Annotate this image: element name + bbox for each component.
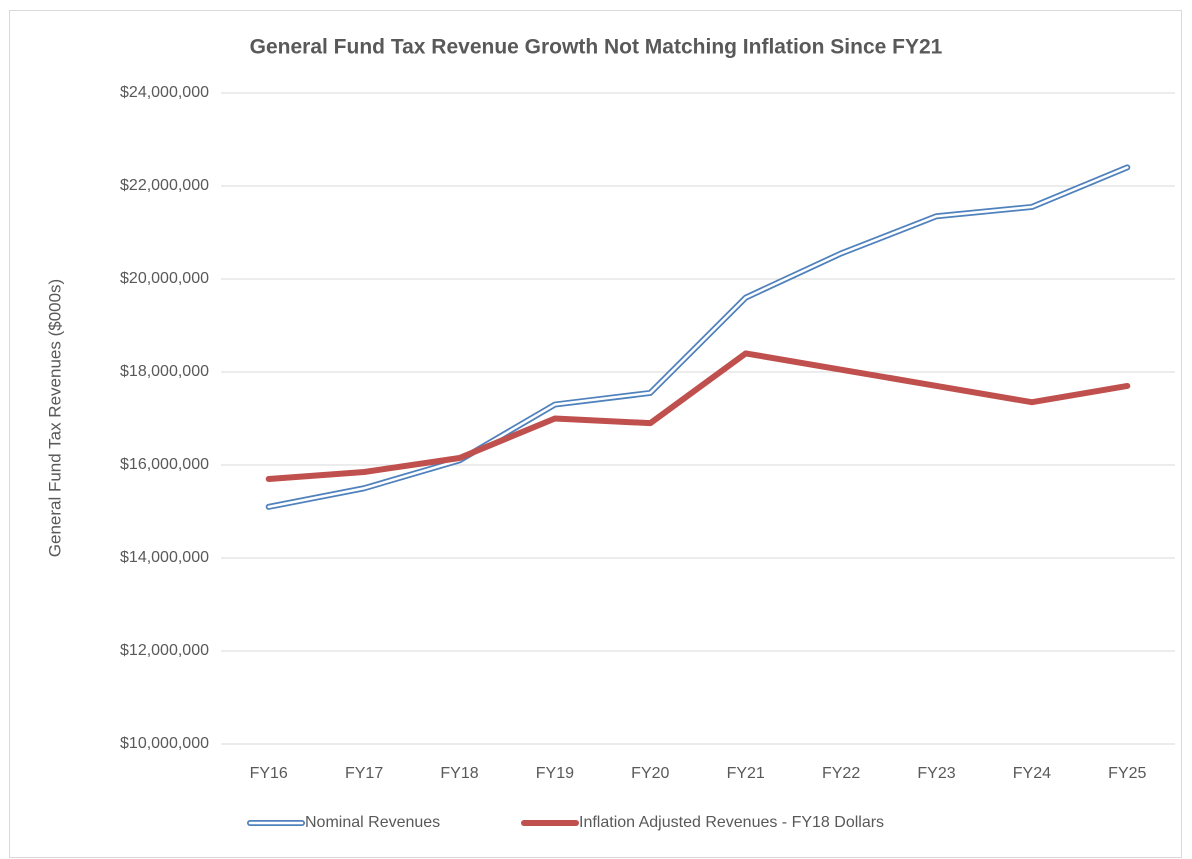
series-line-inner (267, 166, 1129, 509)
x-tick-label: FY17 (345, 765, 383, 782)
x-tick-label: FY16 (250, 765, 288, 782)
x-tick-label: FY23 (917, 765, 955, 782)
y-tick-label: $20,000,000 (120, 270, 209, 287)
y-tick-label: $24,000,000 (120, 84, 209, 101)
legend-label: Nominal Revenues (305, 814, 440, 831)
y-tick-label: $14,000,000 (120, 549, 209, 566)
y-tick-label: $18,000,000 (120, 363, 209, 380)
x-tick-label: FY18 (440, 765, 478, 782)
x-tick-label: FY20 (631, 765, 669, 782)
series-line (265, 350, 1131, 482)
x-tick-label: FY21 (727, 765, 765, 782)
x-tick-label: FY22 (822, 765, 860, 782)
y-tick-label: $16,000,000 (120, 456, 209, 473)
x-tick-label: FY19 (536, 765, 574, 782)
chart-frame (9, 10, 1182, 858)
y-tick-label: $12,000,000 (120, 642, 209, 659)
x-tick-label: FY25 (1108, 765, 1146, 782)
y-tick-label: $22,000,000 (120, 177, 209, 194)
x-tick-label: FY24 (1013, 765, 1051, 782)
y-tick-label: $10,000,000 (120, 735, 209, 752)
chart-title: General Fund Tax Revenue Growth Not Matc… (250, 36, 943, 59)
y-axis-title: General Fund Tax Revenues ($000s) (45, 279, 64, 557)
legend-label: Inflation Adjusted Revenues - FY18 Dolla… (579, 814, 884, 831)
